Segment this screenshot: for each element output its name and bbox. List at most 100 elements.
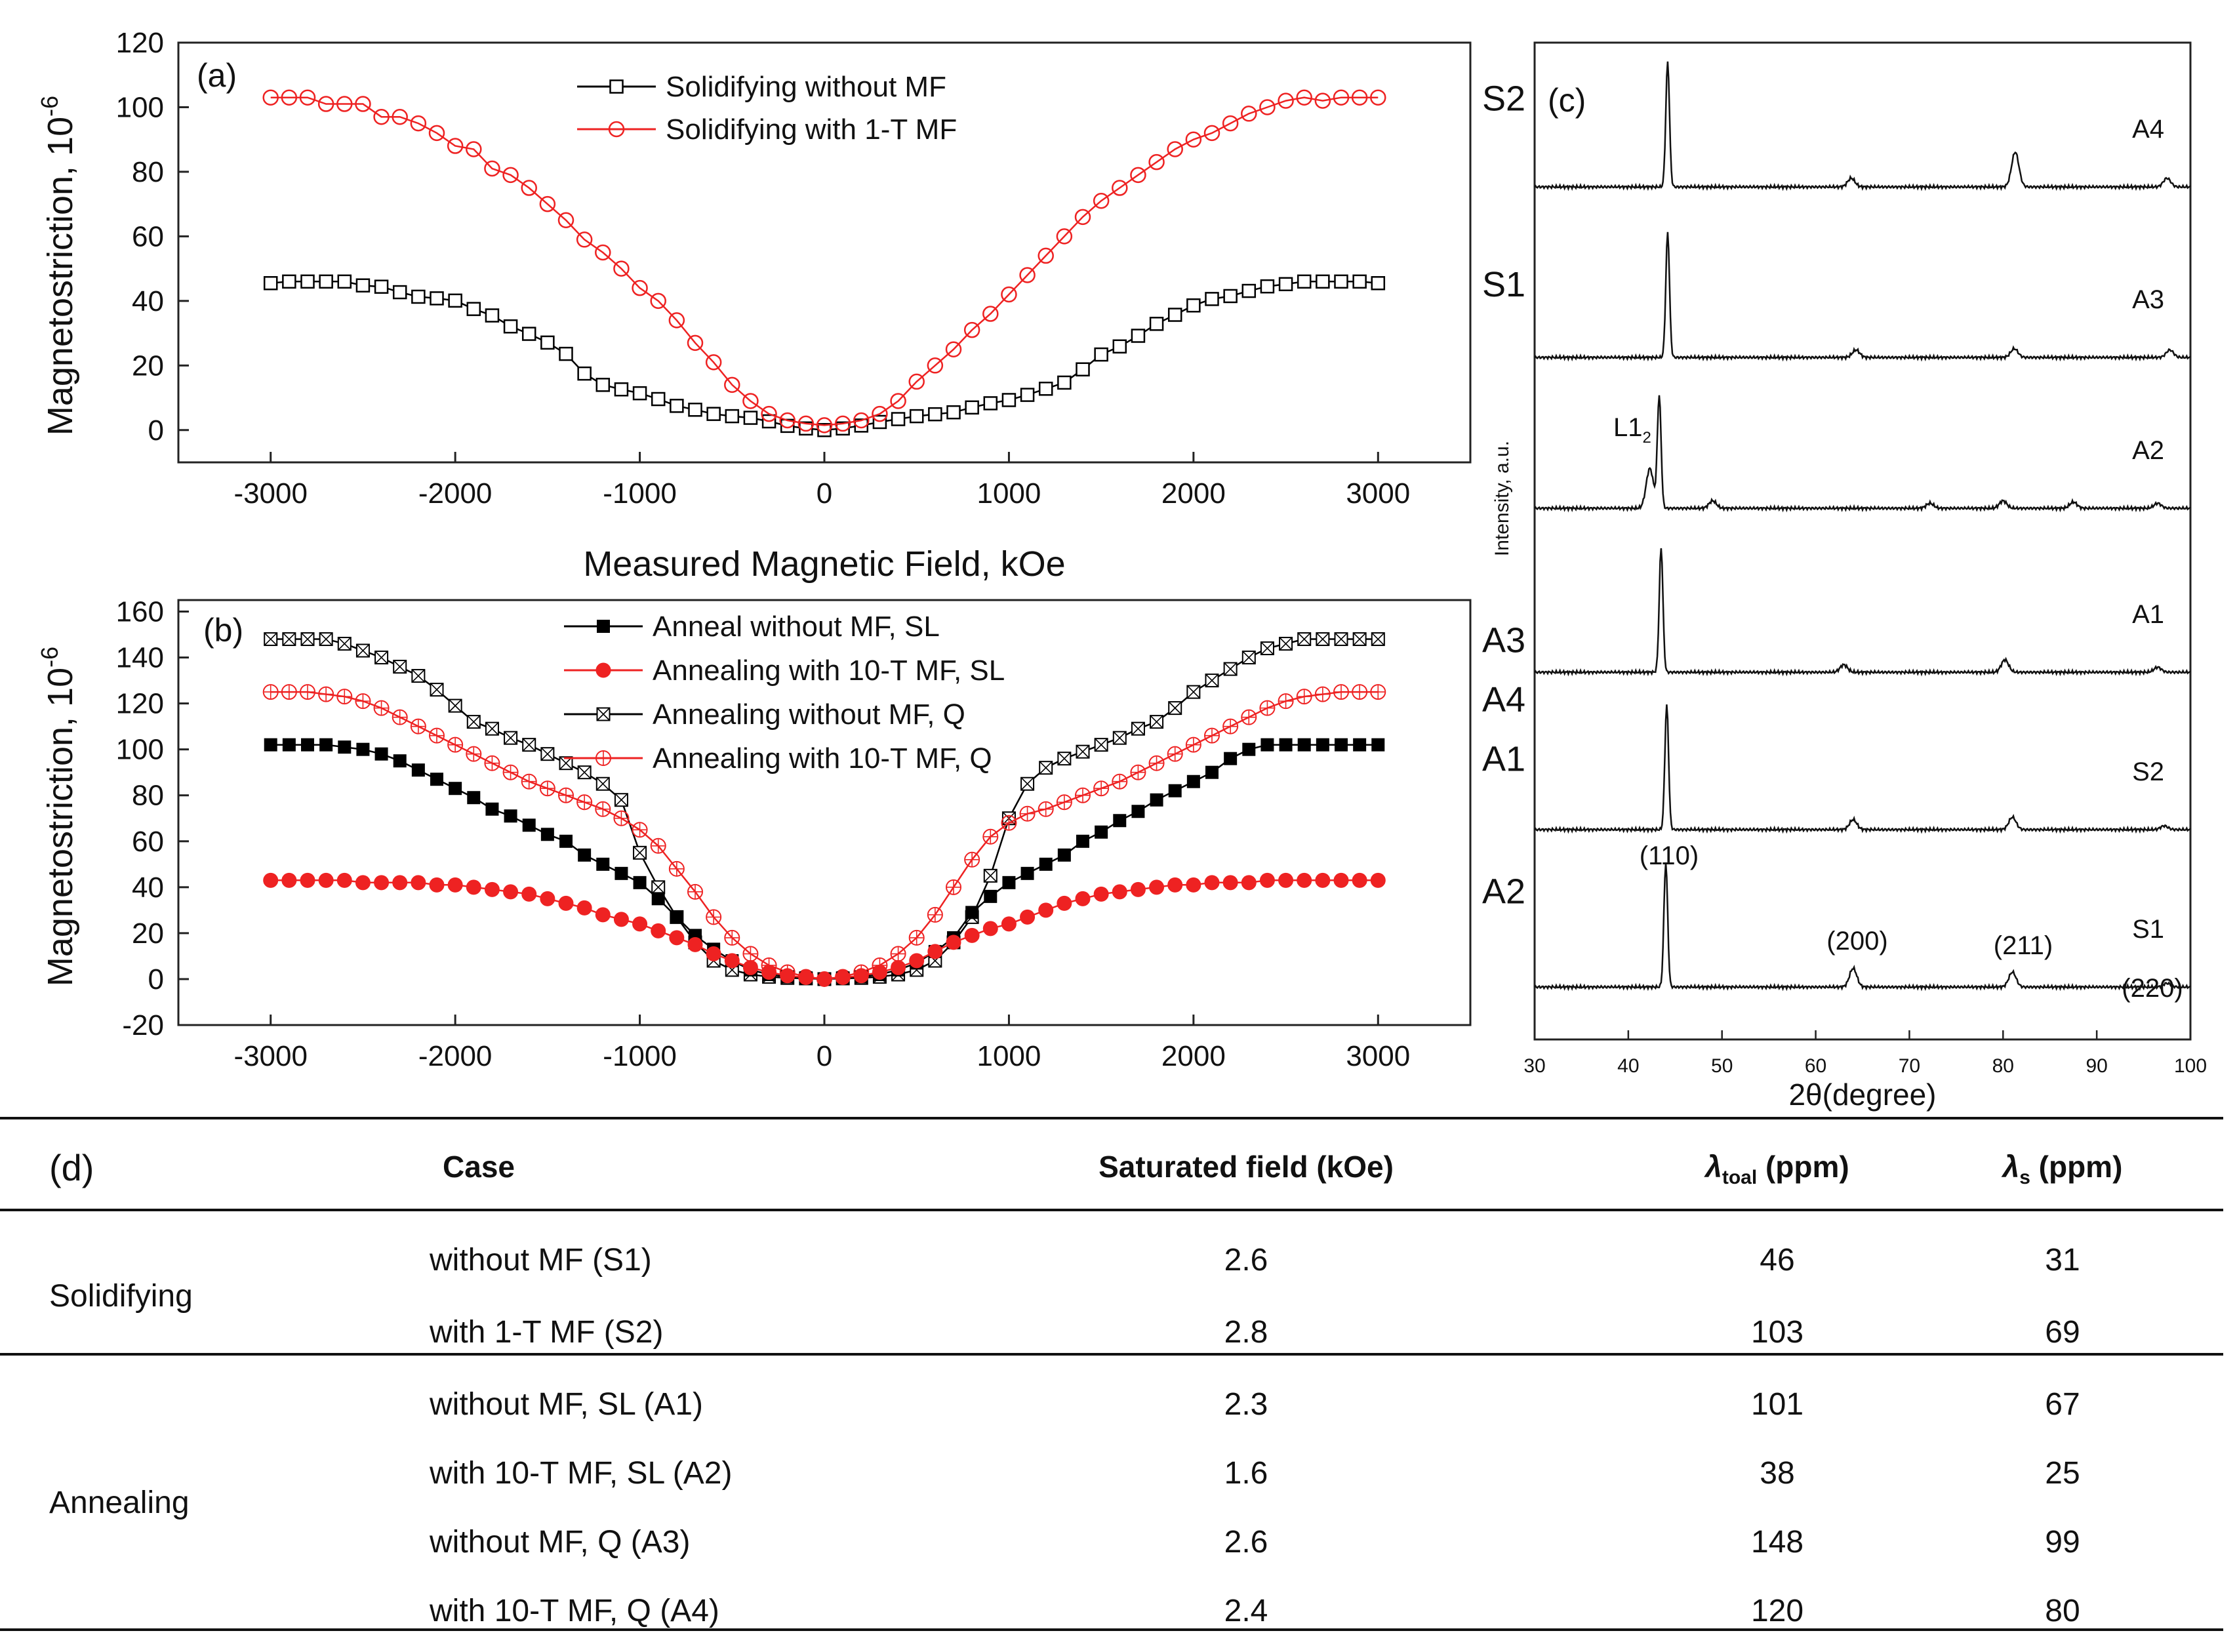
legend-item: Anneal without MF, SL bbox=[564, 611, 940, 643]
data-point bbox=[521, 180, 537, 196]
data-point bbox=[1130, 764, 1146, 780]
data-point bbox=[1260, 738, 1274, 752]
data-point bbox=[891, 959, 906, 975]
data-point bbox=[1314, 686, 1331, 702]
data-point-ring bbox=[558, 787, 574, 803]
data-point-cross bbox=[540, 782, 554, 796]
data-point bbox=[688, 403, 702, 417]
y-tick-label: -20 bbox=[122, 1009, 164, 1041]
data-point-cross bbox=[615, 793, 628, 807]
table-header-sub: s bbox=[2019, 1167, 2030, 1188]
table-cell-case: with 10-T MF, Q (A4) bbox=[429, 1594, 719, 1628]
data-point-cross bbox=[1279, 637, 1293, 651]
data-point bbox=[1352, 632, 1367, 647]
data-point bbox=[393, 754, 407, 768]
panel-b-magnetostriction-annealing: -3000 -2000 -1000 0 1000 2000 3000 -20 0 20 40 60 80… bbox=[36, 596, 1525, 1072]
y-tick-label: 60 bbox=[132, 826, 164, 858]
data-point bbox=[872, 405, 888, 422]
data-point bbox=[1335, 738, 1348, 752]
data-point bbox=[540, 335, 555, 350]
xrd-pattern-A2: A2 bbox=[1534, 395, 2191, 513]
data-point bbox=[300, 274, 315, 289]
data-point bbox=[705, 354, 722, 371]
xrd-curve-A4 bbox=[1534, 61, 2191, 191]
table-row: without MF, SL (A1) 2.3 101 67 bbox=[429, 1387, 2080, 1422]
data-point-cross bbox=[430, 683, 444, 696]
data-point-ring bbox=[908, 929, 925, 946]
xrd-pattern-A3: A3 bbox=[1534, 232, 2191, 362]
data-point bbox=[392, 285, 407, 300]
data-point bbox=[430, 291, 444, 306]
data-point-ring bbox=[373, 700, 390, 716]
series-end-label-A1: A1 bbox=[1482, 740, 1525, 779]
data-point-cross bbox=[1371, 685, 1385, 699]
data-point-cross bbox=[522, 775, 536, 788]
data-point bbox=[1316, 738, 1329, 752]
data-point bbox=[429, 877, 445, 893]
data-point bbox=[1094, 738, 1108, 752]
panel-b-y-axis-label-main: Magnetostriction, 10 bbox=[41, 668, 80, 986]
data-point-cross bbox=[1242, 710, 1256, 724]
data-point-cross bbox=[596, 777, 610, 791]
data-point-cross bbox=[485, 756, 499, 770]
peak-label-110: (110) bbox=[1640, 841, 1699, 870]
data-point-cross bbox=[1150, 715, 1163, 729]
data-point bbox=[797, 415, 815, 432]
data-point bbox=[1168, 701, 1182, 715]
data-point bbox=[1039, 761, 1053, 775]
data-point-cross bbox=[1131, 722, 1145, 736]
data-point bbox=[540, 828, 554, 841]
data-point bbox=[1093, 192, 1110, 209]
data-point bbox=[540, 891, 555, 906]
data-point bbox=[1020, 388, 1035, 402]
data-point-cross bbox=[1353, 685, 1367, 699]
data-point bbox=[1076, 362, 1090, 376]
table-cell-case: without MF (S1) bbox=[429, 1243, 652, 1278]
data-point bbox=[1001, 286, 1017, 303]
series-line-S2 bbox=[270, 96, 1379, 426]
data-point bbox=[1297, 738, 1311, 752]
data-point-ring bbox=[687, 883, 703, 900]
data-point bbox=[706, 946, 721, 961]
x-tick-label: 30 bbox=[1523, 1055, 1545, 1077]
data-point bbox=[373, 108, 390, 125]
data-point-cross bbox=[984, 869, 998, 883]
data-point bbox=[687, 937, 703, 952]
legend-marker bbox=[596, 707, 611, 721]
data-point-cross bbox=[1057, 796, 1071, 809]
data-point-ring bbox=[429, 727, 445, 744]
data-point-ring bbox=[1333, 684, 1349, 700]
table-cell-lambda-total: 46 bbox=[1760, 1243, 1794, 1278]
x-tick-label: -1000 bbox=[603, 1040, 677, 1072]
data-point bbox=[1038, 801, 1054, 817]
data-point bbox=[1316, 632, 1330, 647]
data-point bbox=[909, 409, 924, 424]
legend-marker bbox=[609, 79, 624, 94]
panel-a-label: (a) bbox=[197, 57, 237, 94]
data-point bbox=[576, 232, 593, 248]
data-point bbox=[687, 334, 704, 352]
data-point bbox=[355, 875, 371, 891]
data-point bbox=[1260, 279, 1275, 294]
data-point bbox=[1186, 685, 1201, 699]
data-point-ring bbox=[1130, 764, 1146, 780]
data-point bbox=[928, 407, 942, 422]
data-point bbox=[521, 886, 537, 902]
data-point bbox=[1370, 872, 1386, 888]
data-point-ring bbox=[447, 736, 464, 753]
data-point-cross bbox=[651, 839, 665, 853]
data-point bbox=[651, 923, 666, 938]
data-point bbox=[909, 953, 925, 969]
data-point-cross bbox=[1095, 738, 1108, 752]
xrd-curve-A3 bbox=[1534, 232, 2191, 362]
data-point bbox=[282, 632, 296, 647]
panel-a-frame bbox=[177, 41, 1472, 464]
data-point bbox=[742, 393, 759, 409]
data-point bbox=[1167, 141, 1183, 157]
data-point-ring bbox=[521, 773, 537, 790]
x-tick-label: 70 bbox=[1899, 1055, 1920, 1077]
data-point bbox=[1039, 857, 1053, 871]
x-tick-label: -1000 bbox=[603, 477, 677, 510]
table-group-annealing: Annealing bbox=[49, 1485, 190, 1520]
panel-d-cells: Case Saturated field (kOe) λtoal (ppm) λs (… bbox=[49, 1150, 2122, 1628]
